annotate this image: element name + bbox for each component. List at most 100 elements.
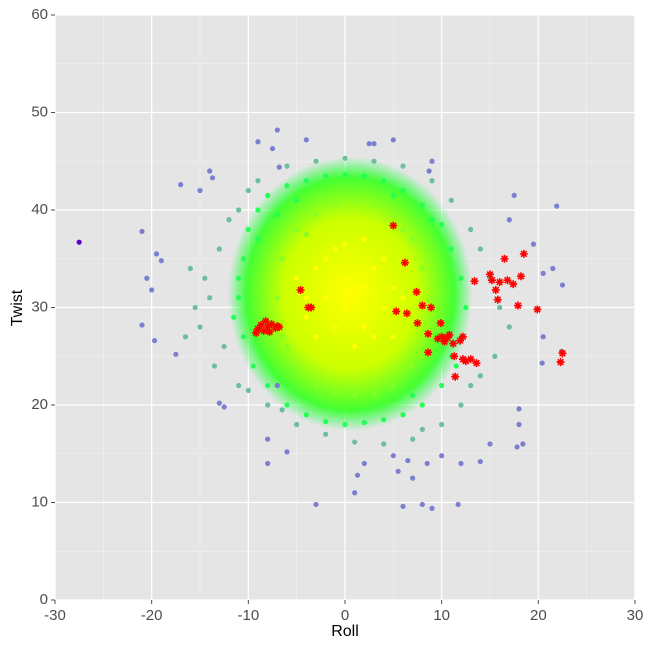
point [153, 251, 160, 257]
star-point [427, 303, 436, 312]
point [352, 197, 358, 203]
point [390, 285, 396, 291]
star-point [413, 319, 422, 328]
point [303, 295, 309, 301]
point [313, 501, 319, 508]
point [390, 137, 396, 143]
point [192, 304, 198, 311]
star-point [265, 327, 274, 336]
point [236, 295, 242, 301]
point [240, 256, 247, 262]
point [371, 334, 377, 340]
x-tick-label: -30 [44, 607, 66, 624]
star-point [486, 270, 494, 279]
star-point [450, 352, 459, 361]
point [294, 363, 300, 369]
point [371, 202, 377, 208]
point [410, 392, 416, 398]
star-point [558, 349, 567, 358]
point [419, 265, 425, 272]
star-point [503, 276, 512, 285]
point [559, 282, 566, 288]
point [453, 363, 459, 369]
point [342, 155, 348, 161]
point [468, 226, 474, 233]
star-point [556, 358, 565, 367]
star-point [402, 309, 411, 318]
point [245, 387, 251, 393]
point [381, 178, 387, 184]
star-point [436, 319, 445, 328]
point [294, 275, 300, 281]
point [352, 439, 358, 445]
density-glow [228, 156, 473, 432]
point [419, 501, 425, 508]
star-point [449, 339, 458, 348]
star-point [516, 272, 525, 281]
point [477, 246, 483, 252]
y-tick-label: 60 [31, 6, 48, 23]
point [216, 246, 222, 252]
point [455, 501, 461, 508]
star-point [514, 301, 523, 310]
point [458, 275, 464, 281]
point [313, 382, 319, 389]
point [419, 202, 425, 208]
point [492, 353, 498, 359]
point [265, 436, 271, 442]
star-point [487, 276, 496, 285]
point [352, 295, 358, 301]
point [323, 295, 329, 301]
point [516, 421, 522, 428]
point [361, 324, 367, 330]
point [514, 444, 520, 450]
point [274, 212, 280, 218]
point [477, 458, 483, 465]
point [381, 441, 387, 447]
point [255, 236, 261, 242]
point [352, 343, 358, 350]
point [303, 137, 309, 143]
point [539, 360, 545, 366]
point [410, 363, 416, 369]
star-point [424, 329, 433, 338]
point [139, 228, 145, 235]
point [550, 265, 556, 272]
point [463, 304, 469, 311]
star-point [267, 320, 276, 329]
point [284, 183, 290, 189]
point [279, 334, 285, 340]
point [323, 173, 329, 179]
star-point [519, 249, 528, 258]
star-point [307, 303, 316, 312]
point [426, 168, 432, 174]
point [294, 226, 300, 233]
point [209, 175, 216, 181]
star-point [389, 221, 398, 230]
point [429, 217, 435, 223]
point [400, 226, 406, 233]
point [173, 351, 179, 357]
point [182, 334, 189, 340]
star-point [400, 258, 409, 267]
point [468, 382, 474, 389]
point [279, 256, 285, 262]
point [265, 460, 271, 467]
point [516, 406, 522, 412]
star-point [495, 278, 504, 287]
point [323, 418, 329, 425]
point [487, 441, 493, 447]
point [303, 412, 309, 418]
star-point [491, 285, 500, 294]
point [211, 363, 218, 369]
point [506, 217, 512, 223]
x-tick-label: 0 [341, 607, 349, 624]
star-point [533, 305, 542, 314]
point [294, 421, 300, 428]
star-point [445, 330, 454, 339]
star-point [451, 372, 460, 381]
star-point [418, 301, 427, 310]
point [226, 217, 232, 223]
x-tick-label: 20 [530, 607, 547, 624]
star-point [252, 328, 261, 337]
